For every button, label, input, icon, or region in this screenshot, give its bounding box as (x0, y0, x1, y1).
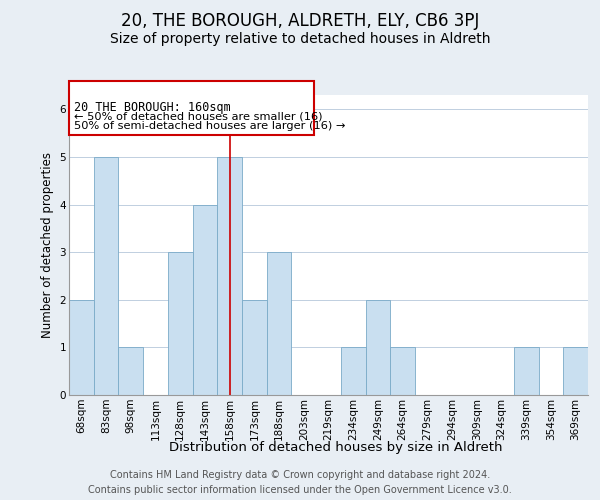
Text: 20, THE BOROUGH, ALDRETH, ELY, CB6 3PJ: 20, THE BOROUGH, ALDRETH, ELY, CB6 3PJ (121, 12, 479, 30)
Bar (267, 252, 292, 395)
Bar (69, 300, 94, 395)
Bar (390, 348, 415, 395)
Text: 50% of semi-detached houses are larger (16) →: 50% of semi-detached houses are larger (… (74, 120, 346, 130)
Bar (217, 157, 242, 395)
Bar (168, 252, 193, 395)
Y-axis label: Number of detached properties: Number of detached properties (41, 152, 54, 338)
Text: Distribution of detached houses by size in Aldreth: Distribution of detached houses by size … (169, 441, 503, 454)
Bar (242, 300, 267, 395)
Text: ← 50% of detached houses are smaller (16): ← 50% of detached houses are smaller (16… (74, 111, 322, 121)
Bar (563, 348, 588, 395)
Text: 20 THE BOROUGH: 160sqm: 20 THE BOROUGH: 160sqm (74, 100, 230, 114)
Text: Contains HM Land Registry data © Crown copyright and database right 2024.
Contai: Contains HM Land Registry data © Crown c… (88, 470, 512, 495)
Bar (193, 204, 217, 395)
Bar (94, 157, 118, 395)
FancyBboxPatch shape (69, 80, 314, 136)
Bar (514, 348, 539, 395)
Text: Size of property relative to detached houses in Aldreth: Size of property relative to detached ho… (110, 32, 490, 46)
Bar (365, 300, 390, 395)
Bar (341, 348, 365, 395)
Bar (118, 348, 143, 395)
